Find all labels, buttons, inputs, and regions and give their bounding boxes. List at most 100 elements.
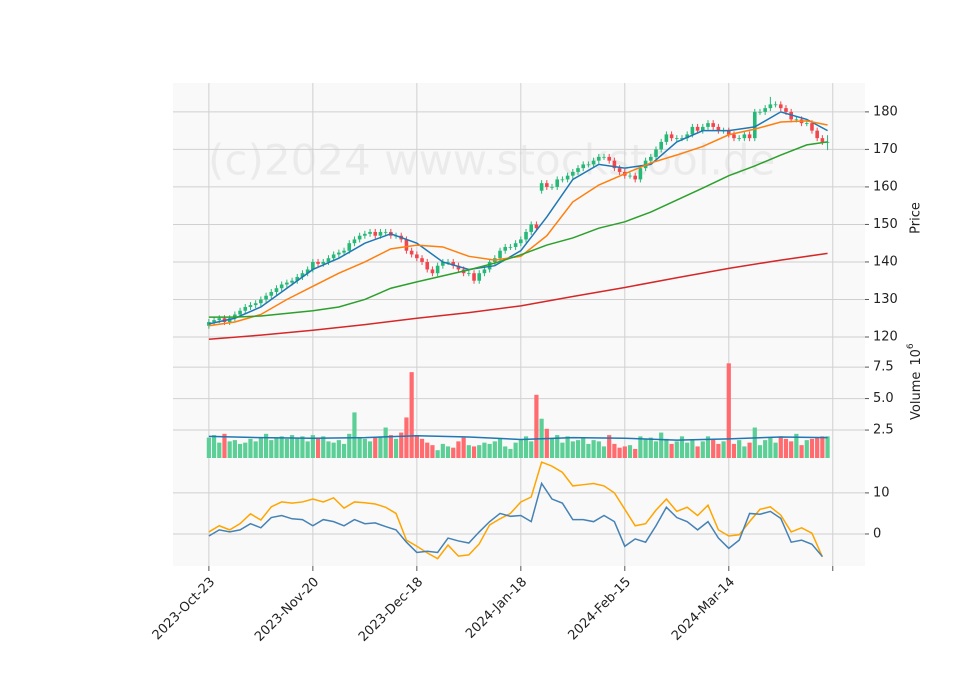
volume-bar — [206, 437, 211, 458]
volume-bar — [742, 446, 747, 458]
candle-body — [248, 305, 253, 307]
volume-bar — [633, 448, 638, 458]
volume-bar — [778, 436, 783, 458]
candle-body — [534, 224, 539, 229]
candle-body — [550, 186, 554, 188]
candle-body — [633, 175, 637, 180]
volume-bar — [757, 445, 763, 458]
candle-body — [768, 104, 773, 109]
candle-body — [758, 111, 762, 113]
y-tick-label: 130 — [873, 292, 898, 307]
candle-body — [778, 104, 783, 109]
volume-bar — [653, 441, 659, 458]
y-tick-label: 7.5 — [873, 360, 894, 375]
volume-bar — [461, 437, 466, 458]
volume-bar — [321, 436, 326, 458]
y-tick-label: 150 — [873, 217, 898, 232]
candle-body — [513, 243, 518, 247]
candle-body — [737, 138, 741, 139]
volume-bar — [227, 441, 232, 458]
candle-body — [347, 243, 352, 251]
volume-bar — [534, 394, 539, 458]
x-tick-label: 2023-Nov-20 — [252, 575, 322, 645]
volume-bar — [341, 443, 347, 458]
candle-body — [217, 318, 222, 321]
x-tick-label: 2023-Dec-18 — [356, 575, 426, 645]
volume-bar — [607, 435, 612, 458]
volume-bar — [326, 441, 331, 458]
volume-bar — [648, 437, 653, 458]
x-tick-label: 2023-Oct-23 — [150, 575, 218, 643]
volume-bar — [414, 435, 419, 458]
candle-body — [695, 126, 700, 131]
candle-body — [409, 250, 414, 255]
candle-body — [571, 171, 575, 176]
volume-bar — [700, 441, 705, 458]
candle-body — [238, 310, 242, 315]
volume-bar — [378, 436, 383, 458]
volume-bar — [409, 372, 414, 458]
volume-unit-exponent: 6 — [906, 343, 916, 349]
volume-bar — [799, 445, 804, 458]
candle-body — [726, 130, 731, 135]
volume-bar — [211, 435, 217, 458]
candle-body — [425, 261, 430, 270]
volume-bar — [555, 435, 560, 458]
volume-bar — [664, 438, 669, 458]
candle-body — [664, 134, 669, 142]
volume-bar — [789, 441, 794, 458]
volume-bar — [622, 446, 627, 458]
y-tick-label: 120 — [873, 329, 898, 344]
volume-bar — [518, 440, 523, 458]
volume-bar — [352, 412, 357, 458]
candle-body — [441, 261, 445, 266]
candle-body — [565, 175, 570, 180]
volume-bar — [601, 446, 607, 458]
volume-bar — [456, 441, 461, 458]
volume-bar — [435, 450, 440, 458]
candle-body — [482, 269, 487, 274]
volume-bar — [445, 446, 451, 458]
candle-body — [674, 138, 679, 139]
candle-body — [253, 303, 258, 306]
candle-body — [539, 183, 544, 191]
indicator-line — [208, 252, 828, 340]
volume-axis-label: Volume 106 — [906, 343, 924, 420]
candle-body — [711, 123, 715, 127]
volume-bar — [477, 445, 482, 458]
candle-body — [607, 156, 612, 161]
candle-body — [259, 299, 263, 304]
volume-bar — [513, 442, 518, 458]
candle-body — [378, 231, 383, 236]
candle-body — [274, 288, 279, 292]
candle-body — [763, 108, 767, 112]
volume-bar — [721, 441, 726, 458]
volume-bar — [248, 438, 253, 458]
volume-bar — [716, 443, 721, 458]
volume-bar — [809, 438, 815, 458]
candle-body — [690, 126, 695, 135]
candle-body — [498, 250, 502, 259]
volume-bar — [591, 440, 596, 458]
volume-bar — [367, 441, 373, 458]
candle-body — [628, 175, 632, 177]
candle-body — [316, 261, 320, 264]
candle-body — [290, 280, 294, 283]
candle-body — [212, 320, 216, 322]
volume-bar — [763, 440, 768, 458]
volume-bar — [295, 437, 300, 458]
y-tick-label: 180 — [873, 104, 898, 119]
volume-bar — [492, 441, 497, 458]
volume-bar — [581, 437, 586, 458]
volume-bar — [679, 436, 685, 458]
candle-body — [700, 126, 705, 131]
y-tick-label: 2.5 — [873, 423, 894, 438]
volume-bar — [820, 436, 825, 458]
candle-body — [560, 179, 565, 181]
volume-bar — [549, 438, 555, 458]
volume-bar — [222, 433, 227, 458]
candle-body — [752, 111, 757, 139]
volume-bar — [419, 438, 425, 458]
candle-body — [368, 231, 372, 234]
volume-bar — [523, 436, 529, 458]
